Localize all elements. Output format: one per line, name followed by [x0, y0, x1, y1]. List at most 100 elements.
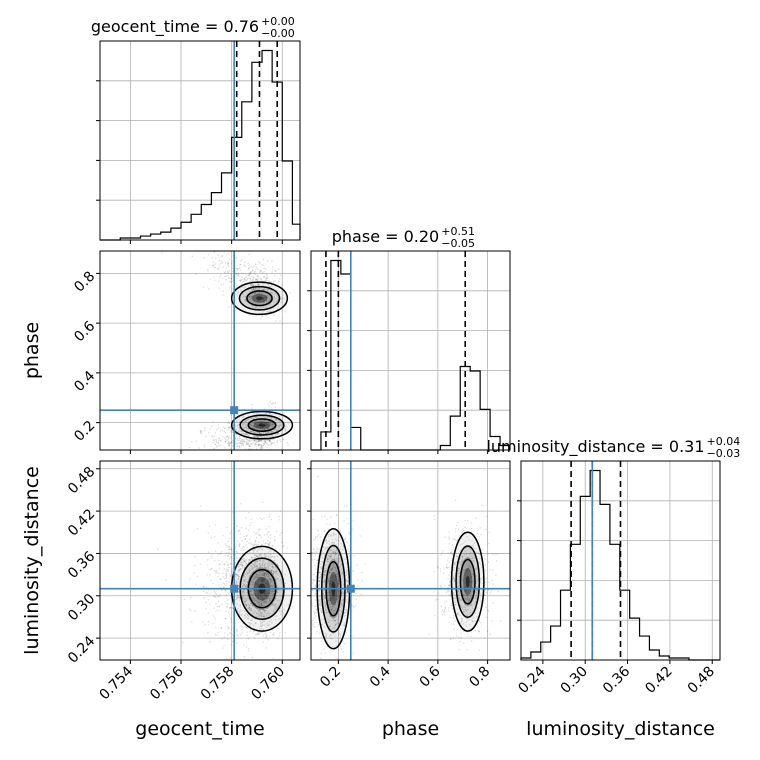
sample-point [266, 298, 268, 300]
sample-point [263, 299, 265, 302]
sample-point [247, 443, 249, 445]
sample-point [227, 264, 230, 267]
sample-point [263, 553, 266, 556]
sample-point [483, 602, 486, 604]
sample-point [210, 536, 213, 539]
sample-point [260, 603, 263, 606]
sample-point [251, 442, 254, 445]
sample-point [458, 568, 460, 570]
sample-point [325, 569, 327, 572]
sample-point [254, 287, 257, 290]
sample-point [476, 586, 478, 588]
sample-point [335, 538, 337, 540]
sample-point [467, 600, 470, 602]
sample-point [229, 442, 232, 445]
sample-point [244, 279, 246, 282]
sample-point [435, 598, 437, 600]
sample-point [272, 570, 275, 573]
sample-point [318, 590, 320, 592]
sample-point [259, 283, 261, 286]
sample-point [242, 590, 245, 593]
sample-point [252, 417, 255, 420]
sample-point [320, 608, 322, 610]
sample-point [343, 624, 345, 626]
sample-point [261, 604, 263, 607]
sample-point [347, 548, 350, 551]
sample-point [217, 439, 220, 442]
sample-point [463, 608, 465, 611]
sample-point [258, 440, 260, 442]
sample-point [458, 535, 461, 537]
sample-point [262, 258, 265, 261]
sample-point [258, 563, 260, 565]
sample-point [243, 557, 245, 560]
sample-point [239, 568, 242, 570]
sample-point [234, 437, 237, 440]
sample-point [217, 452, 219, 454]
sample-point [218, 287, 220, 289]
sample-point [269, 534, 272, 536]
sample-point [260, 614, 263, 617]
sample-point [336, 618, 338, 621]
sample-point [276, 439, 279, 442]
sample-point [230, 562, 232, 565]
sample-point [264, 542, 267, 544]
sample-point [271, 545, 274, 547]
sample-point [258, 609, 261, 612]
sample-point [479, 592, 482, 595]
sample-point [226, 271, 229, 274]
sample-point [472, 573, 475, 576]
sample-point [327, 580, 330, 583]
sample-point [325, 569, 327, 572]
sample-point [259, 608, 262, 611]
sample-point [241, 564, 244, 566]
sample-point [276, 591, 279, 594]
sample-point [271, 580, 273, 582]
sample-point [242, 590, 244, 593]
sample-point [240, 502, 242, 505]
sample-point [313, 621, 316, 624]
sample-point [330, 571, 332, 574]
sample-point [254, 634, 257, 636]
sample-point [228, 581, 230, 584]
sample-point [259, 271, 261, 273]
sample-point [259, 604, 262, 607]
sample-point [289, 292, 291, 294]
sample-point [341, 590, 344, 593]
sample-point [255, 607, 258, 610]
sample-point [266, 572, 269, 575]
sample-point [461, 606, 463, 609]
sample-point [261, 570, 264, 573]
density-level-1-4 [465, 575, 470, 588]
sample-point [273, 423, 275, 426]
sample-point [492, 602, 495, 604]
title-sup-phase: +0.51 [441, 225, 475, 238]
sample-point [470, 603, 473, 606]
sample-point [250, 278, 252, 281]
sample-point [475, 581, 478, 583]
sample-point [276, 442, 279, 444]
sample-point [248, 445, 251, 448]
sample-point [479, 557, 481, 560]
sample-point [334, 551, 337, 554]
sample-point [323, 553, 326, 556]
sample-point [449, 616, 451, 619]
sample-point [447, 610, 450, 612]
sample-point [277, 306, 280, 308]
sample-point [337, 600, 339, 603]
sample-point [251, 572, 254, 574]
sample-point [461, 561, 463, 563]
sample-point [213, 590, 216, 592]
sample-point [263, 600, 266, 603]
sample-point [264, 611, 266, 614]
sample-point [334, 551, 337, 554]
sample-point [267, 543, 270, 546]
sample-point [251, 438, 254, 441]
sample-point [454, 594, 456, 596]
sample-point [326, 589, 329, 592]
sample-point [230, 556, 232, 558]
sample-point [452, 593, 455, 595]
sample-point [315, 571, 318, 574]
sample-point [244, 614, 246, 617]
sample-point [191, 255, 194, 258]
